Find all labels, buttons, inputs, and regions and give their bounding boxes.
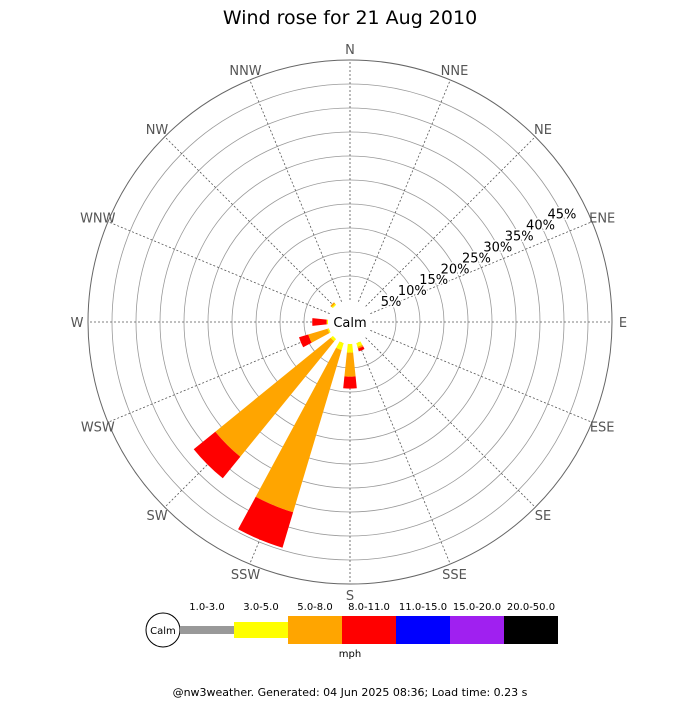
petal-sw-5.0-8.0 — [215, 337, 335, 457]
legend-unit: mph — [339, 649, 361, 660]
direction-labels: N NNE NE ENE E ESE SE SSE S SSW SW WSW W WNW NW NNW — [71, 43, 628, 604]
direction-label-nnw: NNW — [229, 64, 261, 79]
spoke-nnw — [249, 79, 342, 302]
percent-label-5: 5% — [381, 295, 402, 310]
petal-ssw-8.0-11.0 — [238, 496, 294, 548]
petal-w-3.0-5.0 — [326, 319, 329, 325]
legend-label-8.0-11.0: 8.0-11.0 — [348, 602, 390, 613]
legend-swatch-11.0-15.0 — [396, 616, 450, 644]
direction-label-sw: SW — [146, 509, 167, 524]
petal-sse-3.0-5.0 — [356, 341, 363, 347]
direction-label-n: N — [345, 43, 355, 58]
direction-label-wnw: WNW — [80, 212, 116, 227]
speed-legend: Calm 1.0-3.0 3.0-5.0 5.0-8.0 8.0-11.0 11.0-1… — [145, 602, 558, 660]
percent-label-15: 15% — [419, 273, 448, 288]
legend-label-3.0-5.0: 3.0-5.0 — [243, 602, 278, 613]
petal-wsw-8.0-11.0 — [299, 334, 312, 348]
direction-label-nne: NNE — [441, 64, 469, 79]
petal-nw-5.0-8.0 — [330, 302, 336, 308]
legend-swatch-15.0-20.0 — [450, 616, 504, 644]
direction-label-se: SE — [535, 509, 551, 524]
chart-title: Wind rose for 21 Aug 2010 — [223, 7, 477, 29]
legend-swatch-3.0-5.0 — [234, 622, 288, 638]
petal-wsw-5.0-8.0 — [308, 328, 330, 343]
direction-label-e: E — [619, 316, 627, 331]
direction-label-ese: ESE — [590, 421, 615, 436]
footer-text: @nw3weather. Generated: 04 Jun 2025 08:3… — [173, 686, 528, 699]
percent-ring-labels: 5%10%15%20%25%30%35%40%45% — [379, 206, 578, 312]
spoke-nne — [358, 79, 451, 302]
petal-ssw-3.0-5.0 — [336, 341, 344, 350]
calm-label: Calm — [333, 316, 366, 331]
direction-label-w: W — [71, 316, 84, 331]
spoke-wnw — [107, 221, 330, 314]
petal-nw-3.0-5.0 — [331, 303, 337, 309]
petal-s-5.0-8.0 — [344, 352, 356, 377]
direction-label-ssw: SSW — [231, 568, 261, 583]
direction-label-wsw: WSW — [81, 421, 115, 436]
spoke-ene — [370, 221, 593, 314]
legend-swatch-5.0-8.0 — [288, 616, 342, 644]
percent-label-20: 20% — [441, 262, 470, 277]
direction-label-nw: NW — [146, 123, 169, 138]
direction-label-sse: SSE — [442, 568, 467, 583]
spoke-sse — [358, 342, 451, 565]
legend-label-11.0-15.0: 11.0-15.0 — [399, 602, 447, 613]
percent-label-35: 35% — [505, 230, 534, 245]
petal-wsw-3.0-5.0 — [327, 328, 331, 334]
direction-label-ene: ENE — [589, 212, 615, 227]
percent-label-40: 40% — [526, 219, 555, 234]
legend-swatch-8.0-11.0 — [342, 616, 396, 644]
legend-label-20.0-50.0: 20.0-50.0 — [507, 602, 555, 613]
percent-label-10: 10% — [398, 284, 427, 299]
direction-spokes — [88, 60, 612, 584]
legend-label-5.0-8.0: 5.0-8.0 — [297, 602, 332, 613]
legend-calm-label: Calm — [150, 626, 176, 637]
petal-sse-5.0-8.0 — [357, 344, 364, 349]
legend-swatch-1.0-3.0 — [180, 626, 234, 634]
petal-s-8.0-11.0 — [343, 376, 357, 389]
spoke-ese — [370, 330, 593, 423]
petal-s-3.0-5.0 — [346, 343, 354, 353]
direction-label-s: S — [346, 589, 354, 604]
wind-petals — [193, 302, 365, 548]
direction-label-ne: NE — [534, 123, 552, 138]
petal-w-8.0-11.0 — [312, 318, 327, 326]
petal-sse-8.0-11.0 — [358, 346, 365, 352]
percent-label-25: 25% — [462, 251, 491, 266]
legend-label-15.0-20.0: 15.0-20.0 — [453, 602, 501, 613]
percent-label-30: 30% — [483, 240, 512, 255]
calm-center: Calm — [329, 301, 371, 343]
grid-ring-outer — [87, 59, 613, 585]
legend-swatch-20.0-50.0 — [504, 616, 558, 644]
petal-sw-8.0-11.0 — [193, 431, 241, 479]
spoke-wsw — [107, 330, 330, 423]
petal-sw-3.0-5.0 — [330, 335, 337, 342]
percent-label-45: 45% — [547, 208, 576, 223]
legend-label-1.0-3.0: 1.0-3.0 — [189, 602, 224, 613]
petal-ssw-5.0-8.0 — [255, 347, 342, 513]
